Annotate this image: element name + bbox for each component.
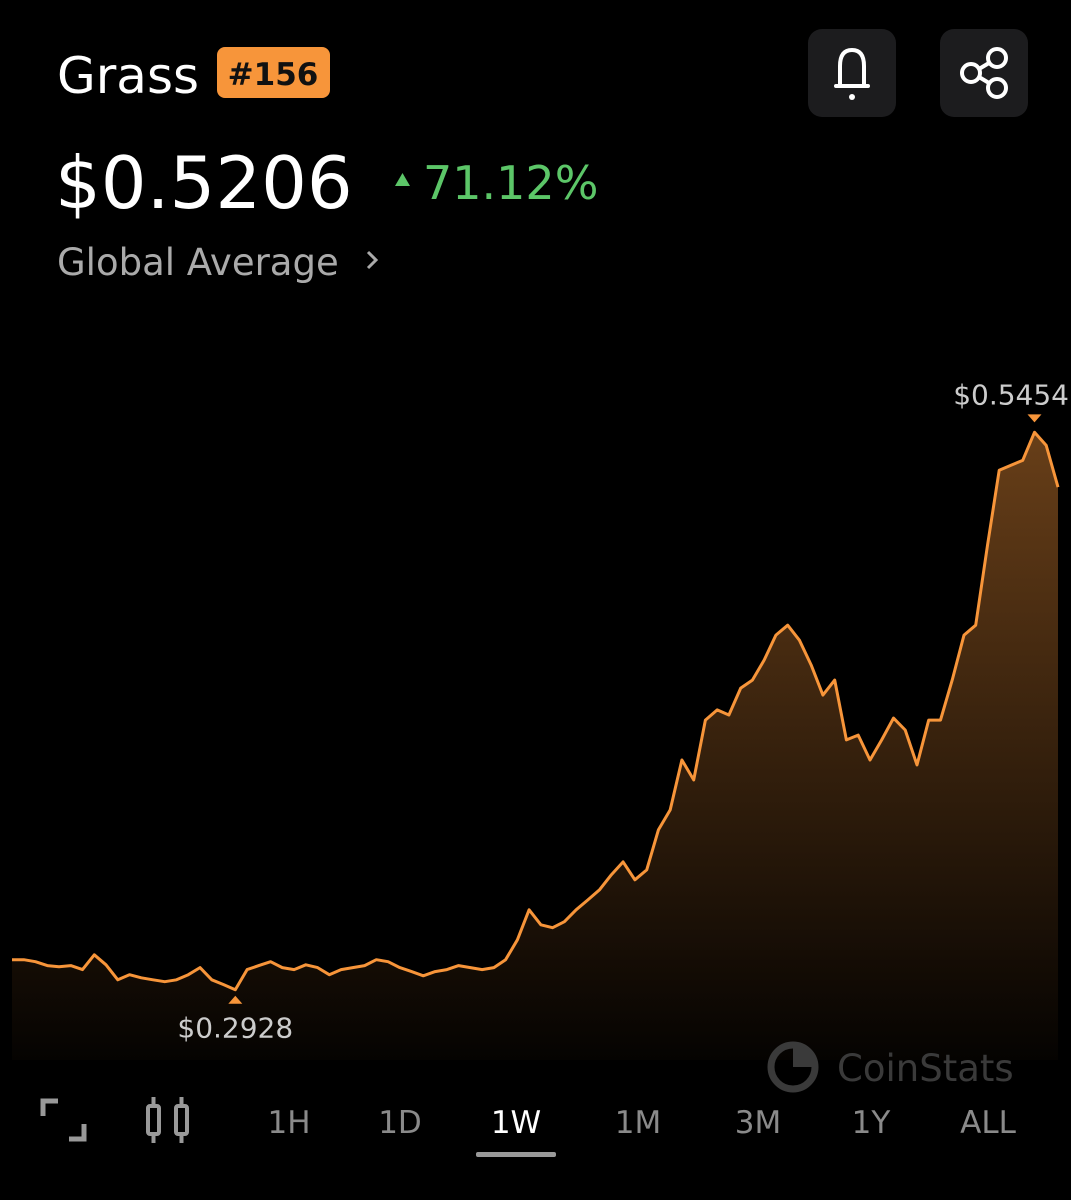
share-links xyxy=(977,61,991,85)
alert-bg[interactable] xyxy=(808,29,896,117)
timeframe-tab[interactable]: 1M xyxy=(615,1105,661,1141)
area xyxy=(12,432,1058,1060)
candle-button[interactable] xyxy=(146,1097,189,1143)
watermark: CoinStats xyxy=(837,1047,1014,1090)
active-underline xyxy=(476,1152,556,1157)
bell-dot xyxy=(849,94,855,100)
timeframe-tabs: 1H 1D 1W 1M 3M 1Y ALL xyxy=(267,1105,1017,1157)
alert-button[interactable] xyxy=(808,29,896,117)
price: $0.5206 xyxy=(55,141,353,225)
candle-icon[interactable] xyxy=(174,1104,189,1136)
extreme-label: $0.5454 xyxy=(953,378,1069,411)
share-node xyxy=(960,62,982,84)
extreme-marker xyxy=(1027,414,1042,423)
rank: #156 xyxy=(228,57,319,93)
timeframe-tab[interactable]: ALL xyxy=(960,1105,1016,1141)
rank-badge xyxy=(217,47,330,98)
timeframe-tab[interactable]: 1D xyxy=(378,1105,422,1141)
source[interactable]: Global Average xyxy=(57,241,339,284)
line xyxy=(12,430,1060,992)
fullscreen-icon[interactable] xyxy=(40,1098,87,1142)
candle-icon[interactable] xyxy=(146,1104,161,1136)
bell-icon xyxy=(834,47,870,88)
share-button[interactable] xyxy=(940,29,1028,117)
source-link[interactable]: Global Average xyxy=(57,241,379,284)
coin-name: Grass xyxy=(57,47,199,105)
timeframe-tab[interactable]: 1Y xyxy=(852,1105,891,1141)
share-bg[interactable] xyxy=(940,29,1028,117)
up-arrow xyxy=(395,173,410,186)
timeframe-tab[interactable]: 3M xyxy=(735,1105,781,1141)
candle-wicks xyxy=(151,1097,184,1143)
change: 71.12% xyxy=(423,156,598,210)
price-chart: $0.5454 $0.2928 xyxy=(12,378,1069,1060)
timeframe-tab[interactable]: 1H xyxy=(267,1105,310,1141)
share-node xyxy=(986,77,1008,99)
extreme-marker xyxy=(228,995,243,1004)
timeframe-tab[interactable]: 1W xyxy=(491,1105,541,1141)
extreme-label: $0.2928 xyxy=(177,1012,293,1045)
share-node xyxy=(986,47,1008,69)
watermark-logo-slice xyxy=(793,1045,815,1067)
chevron xyxy=(366,250,379,270)
fullscreen-button[interactable] xyxy=(40,1098,87,1142)
